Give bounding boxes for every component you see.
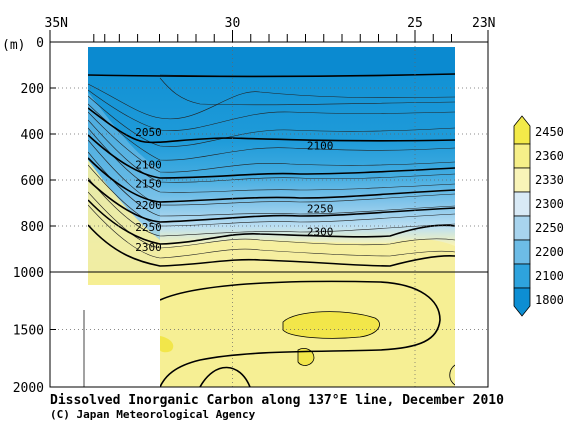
grid-lines [50, 42, 488, 387]
colorbar-segment [513, 167, 531, 193]
colorbar-label: 2300 [535, 197, 564, 211]
y-tick-label: 1500 [13, 324, 44, 339]
thin-contours [87, 73, 456, 259]
colorbar-segment [513, 215, 531, 241]
copyright-text: (C) Japan Meteorological Agency [50, 408, 256, 421]
no-data-region [50, 285, 160, 387]
y-tick-label: 200 [21, 82, 44, 97]
no-data-west-upper [50, 42, 88, 285]
y-tick-label: 600 [21, 174, 44, 189]
y-unit-label: (m) [2, 38, 25, 53]
y-tick-label: 1000 [13, 266, 44, 281]
colorbar-label: 2450 [535, 125, 564, 139]
y-tick-label: 400 [21, 128, 44, 143]
x-tick-label: 25 [407, 16, 423, 31]
dic-shading-yellow-band [160, 239, 455, 272]
colorbar-segment [513, 263, 531, 289]
x-tick-label: 35N [45, 16, 68, 31]
y-tick-label: 800 [21, 220, 44, 235]
contour-labels: 2050 2100 2150 2200 2250 2300 2100 2250 2300 [135, 126, 334, 254]
no-data-east [455, 42, 488, 387]
contour-label: 2300 [135, 241, 162, 254]
dic-max-patch-1 [283, 311, 380, 339]
contour-label: 2250 [135, 221, 162, 234]
colorbar-segment [513, 191, 531, 217]
x-tick-label: 30 [225, 16, 241, 31]
dic-shading-deep-west [88, 272, 160, 285]
colorbar-segment [513, 239, 531, 265]
y-axis: 0 200 400 600 800 1000 1500 2000 [13, 36, 56, 396]
y-tick-label: 2000 [13, 381, 44, 396]
colorbar-label: 2330 [535, 173, 564, 187]
contour-label: 2050 [135, 126, 162, 139]
x-tick-label: 23N [472, 16, 495, 31]
y-tick-label: 0 [36, 36, 44, 51]
dic-max-patch-2 [160, 336, 174, 353]
contour-label: 2150 [135, 178, 162, 191]
colorbar-segment [513, 115, 531, 145]
colorbar-label: 2250 [535, 221, 564, 235]
contour-label: 2100 [307, 139, 334, 152]
deep-patch-outlines [282, 311, 456, 386]
colorbar-label: 1800 [535, 293, 564, 307]
chart-title: Dissolved Inorganic Carbon along 137°E l… [50, 393, 504, 408]
colorbar-segment [513, 143, 531, 169]
dic-max-patch-3 [298, 348, 314, 366]
contour-label: 2250 [307, 203, 334, 216]
station-ticks [93, 34, 452, 42]
contour-label: 2200 [135, 199, 162, 212]
colorbar-label: 2200 [535, 245, 564, 259]
x-axis: 35N 30 25 23N [45, 16, 495, 42]
dic-shading-west-slope-2 [88, 160, 160, 272]
colorbar-label: 2100 [535, 269, 564, 283]
thick-contours [87, 73, 456, 387]
colorbar-label: 2360 [535, 149, 564, 163]
dic-shading-surface [88, 47, 455, 75]
contour-label: 2300 [307, 226, 334, 239]
colorbar-legend: 2450 2360 2330 2300 2250 2200 2100 1800 [513, 115, 564, 317]
contour-label: 2100 [135, 159, 162, 172]
colorbar-segment [513, 287, 531, 317]
